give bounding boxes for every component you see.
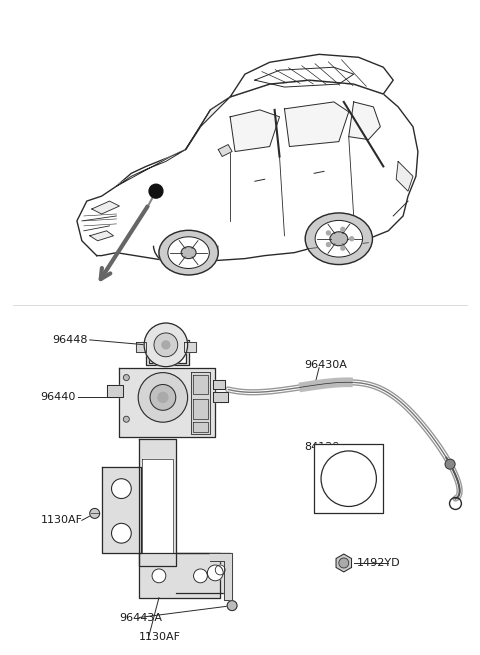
Polygon shape [146,340,189,365]
Polygon shape [136,342,146,352]
Polygon shape [192,400,208,419]
Circle shape [144,323,188,367]
Circle shape [111,523,131,543]
Polygon shape [213,379,225,390]
Polygon shape [192,375,208,394]
Circle shape [111,479,131,498]
Text: 1492YD: 1492YD [357,558,400,568]
Polygon shape [285,102,349,147]
Polygon shape [230,110,279,151]
Circle shape [339,558,349,568]
Circle shape [207,565,223,581]
Polygon shape [218,145,232,157]
Polygon shape [396,161,413,191]
Ellipse shape [168,236,209,269]
Ellipse shape [330,232,348,246]
Text: 1130AF: 1130AF [40,515,83,525]
Ellipse shape [315,221,362,257]
Circle shape [158,392,168,402]
Polygon shape [191,371,210,434]
Circle shape [227,601,237,610]
Circle shape [341,246,345,250]
Circle shape [150,384,176,410]
Polygon shape [107,384,123,398]
Polygon shape [176,553,230,593]
Polygon shape [139,439,176,566]
Polygon shape [142,459,173,553]
Circle shape [216,565,225,575]
Polygon shape [349,102,380,140]
Circle shape [326,231,330,235]
Circle shape [162,341,170,349]
Polygon shape [314,444,384,514]
Text: 96440: 96440 [40,392,76,402]
Circle shape [326,242,330,246]
Circle shape [123,375,129,381]
Polygon shape [117,149,186,186]
Polygon shape [186,97,230,149]
Text: 96448: 96448 [52,335,88,345]
Polygon shape [210,553,232,600]
Text: 96443A: 96443A [120,612,162,622]
Circle shape [445,459,455,469]
Circle shape [350,236,354,241]
Text: 96430A: 96430A [304,360,347,369]
Polygon shape [77,80,418,263]
Polygon shape [336,554,351,572]
Circle shape [152,569,166,583]
Ellipse shape [159,231,218,275]
Circle shape [341,227,345,231]
Circle shape [321,451,376,506]
Circle shape [149,184,163,198]
Polygon shape [92,201,120,214]
Text: 1130AF: 1130AF [139,632,181,643]
Circle shape [154,333,178,357]
Circle shape [90,508,100,518]
Polygon shape [139,553,220,598]
Polygon shape [120,367,216,437]
Text: 84129: 84129 [304,442,340,452]
Ellipse shape [305,213,372,265]
Polygon shape [213,392,228,402]
Circle shape [193,569,207,583]
Ellipse shape [181,247,196,259]
Circle shape [138,373,188,422]
Polygon shape [90,231,113,241]
Circle shape [123,416,129,422]
Polygon shape [102,467,141,553]
Polygon shape [184,342,195,352]
Polygon shape [192,422,208,432]
Polygon shape [230,54,393,97]
